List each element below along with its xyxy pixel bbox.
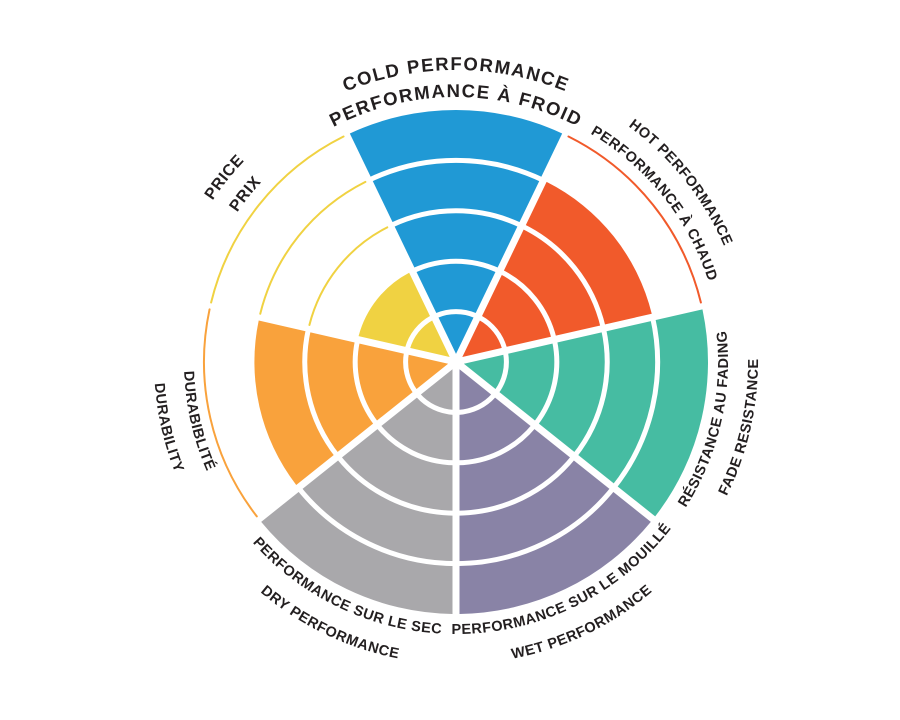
sector-fade-resistance-wedge: [463, 309, 709, 517]
ring-separator: [478, 315, 507, 350]
remaining-ring-arc: [203, 308, 258, 518]
ring-separator: [435, 309, 477, 318]
sector-price-wedge: [358, 272, 450, 357]
ring-separator: [521, 223, 606, 329]
ring-separator: [302, 328, 340, 458]
remaining-ring-arc: [567, 135, 702, 304]
ring-separator: [405, 315, 434, 350]
sector-hot-performance-wedge: [462, 181, 652, 357]
ring-separator: [336, 455, 456, 516]
sector-cold-performance-wedge: [349, 110, 563, 354]
ring-separator: [416, 393, 454, 415]
ring-separator: [456, 455, 576, 516]
ring-separator: [494, 352, 509, 393]
ring-separator: [572, 328, 610, 458]
ring-separator: [458, 393, 496, 415]
remaining-ring-arc: [210, 135, 345, 304]
sector-wet-performance-wedge: [459, 369, 651, 614]
ring-separator: [412, 258, 500, 273]
remaining-ring-arc: [308, 226, 389, 326]
ring-separator: [533, 340, 560, 426]
sector-durability-label-line1: DURABIBLITÉ: [180, 370, 219, 473]
sector-dry-performance-wedge: [261, 369, 453, 614]
ring-separator: [611, 316, 661, 490]
ring-separator: [455, 486, 616, 567]
ring-separator: [390, 208, 522, 228]
remaining-ring-arc: [259, 180, 367, 315]
ring-separator: [403, 352, 418, 393]
ring-separator: [352, 340, 379, 426]
ring-separator: [296, 486, 457, 567]
ring-separator: [500, 269, 557, 339]
ring-separator: [457, 424, 536, 466]
sector-durability-label-line2: DURABILITY: [151, 382, 187, 475]
ring-separator: [376, 424, 455, 466]
ring-separator: [367, 157, 545, 183]
